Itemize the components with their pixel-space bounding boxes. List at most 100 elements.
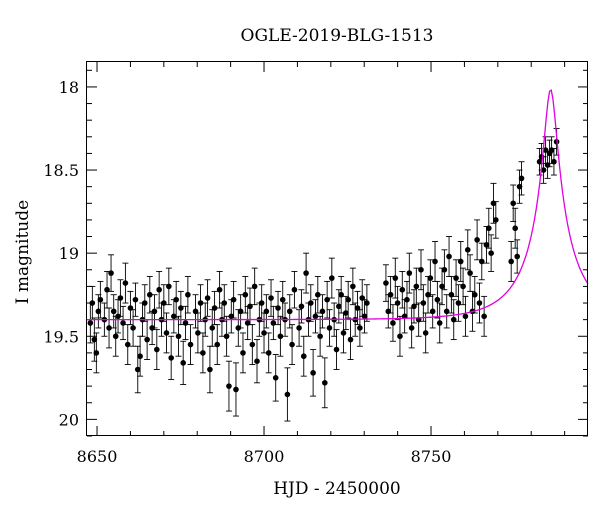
x-tick-label: 8750	[411, 447, 452, 466]
data-point	[343, 310, 349, 316]
data-point	[464, 247, 471, 253]
data-point	[446, 253, 452, 260]
x-tick-label: 8700	[244, 447, 285, 466]
data-point	[277, 333, 284, 340]
data-point	[347, 336, 354, 343]
data-point	[161, 300, 167, 306]
data-point	[413, 283, 420, 290]
data-point	[390, 320, 396, 326]
data-point	[286, 308, 293, 315]
data-point	[296, 325, 302, 331]
y-tick-label: 19	[59, 244, 79, 263]
data-point	[187, 341, 194, 348]
data-point	[399, 286, 406, 293]
data-point	[467, 270, 473, 276]
data-point	[261, 330, 267, 336]
data-point	[481, 313, 487, 320]
data-point	[436, 320, 443, 326]
model-curve	[87, 89, 589, 321]
data-point	[226, 383, 232, 389]
data-point	[97, 296, 104, 303]
data-point	[221, 300, 228, 306]
data-point	[462, 313, 469, 320]
data-point	[411, 303, 417, 310]
data-point	[425, 291, 431, 298]
data-point	[333, 346, 340, 353]
data-point	[404, 296, 410, 303]
data-point	[251, 283, 258, 290]
data-point	[460, 283, 466, 290]
data-point	[209, 325, 216, 331]
data-point	[130, 325, 136, 331]
data-point	[207, 366, 213, 373]
data-point	[387, 291, 394, 298]
data-point	[237, 308, 244, 315]
data-point	[108, 270, 114, 276]
data-point	[427, 275, 434, 281]
data-point	[514, 253, 520, 260]
data-point	[392, 275, 399, 281]
data-point	[233, 386, 239, 393]
data-point	[418, 266, 424, 273]
data-point	[364, 300, 370, 306]
data-point	[490, 200, 497, 207]
data-point	[493, 217, 499, 223]
data-point	[230, 296, 237, 303]
data-point	[200, 350, 206, 356]
data-point	[450, 316, 457, 323]
data-point	[173, 296, 179, 303]
data-point	[548, 147, 555, 153]
data-point	[345, 296, 351, 303]
data-point	[216, 286, 223, 293]
data-point	[270, 320, 277, 326]
y-tick-label: 20	[59, 410, 79, 429]
y-tick-label: 18	[59, 78, 79, 97]
x-axis-label: HJD - 2450000	[273, 479, 401, 499]
data-point	[488, 250, 494, 256]
data-point	[235, 325, 242, 331]
data-point	[110, 308, 117, 315]
data-point	[307, 300, 314, 306]
data-point	[518, 175, 525, 182]
data-point	[314, 291, 321, 298]
data-point	[223, 333, 230, 340]
data-point	[385, 308, 392, 315]
axis-ticks	[87, 62, 588, 437]
data-point	[242, 291, 249, 298]
data-point	[156, 286, 162, 293]
data-point	[258, 300, 265, 306]
data-point	[149, 325, 155, 331]
data-point	[151, 308, 158, 315]
data-point	[478, 258, 485, 265]
data-point	[394, 300, 401, 306]
y-axis-label: I magnitude	[13, 200, 33, 304]
y-tick-label: 19.5	[43, 327, 79, 346]
data-point	[112, 333, 119, 340]
data-point	[168, 355, 174, 361]
data-point	[317, 333, 323, 340]
data-point	[453, 275, 459, 281]
data-point	[268, 295, 274, 301]
data-point	[182, 320, 189, 326]
data-point	[319, 308, 326, 315]
data-point	[361, 313, 368, 320]
data-point	[310, 370, 316, 376]
data-point	[228, 313, 235, 320]
data-point	[178, 305, 184, 311]
data-point	[443, 308, 450, 315]
data-point	[120, 320, 126, 326]
data-point	[175, 333, 182, 340]
data-point	[322, 380, 328, 386]
data-point	[144, 336, 150, 343]
data-point	[536, 158, 543, 165]
data-point	[432, 258, 438, 265]
data-point	[146, 291, 153, 298]
error-bars	[87, 128, 560, 422]
data-point	[551, 158, 557, 165]
data-point	[476, 300, 483, 306]
data-point	[240, 350, 246, 356]
data-point	[289, 341, 295, 348]
data-point	[154, 346, 160, 353]
data-point	[249, 341, 256, 348]
